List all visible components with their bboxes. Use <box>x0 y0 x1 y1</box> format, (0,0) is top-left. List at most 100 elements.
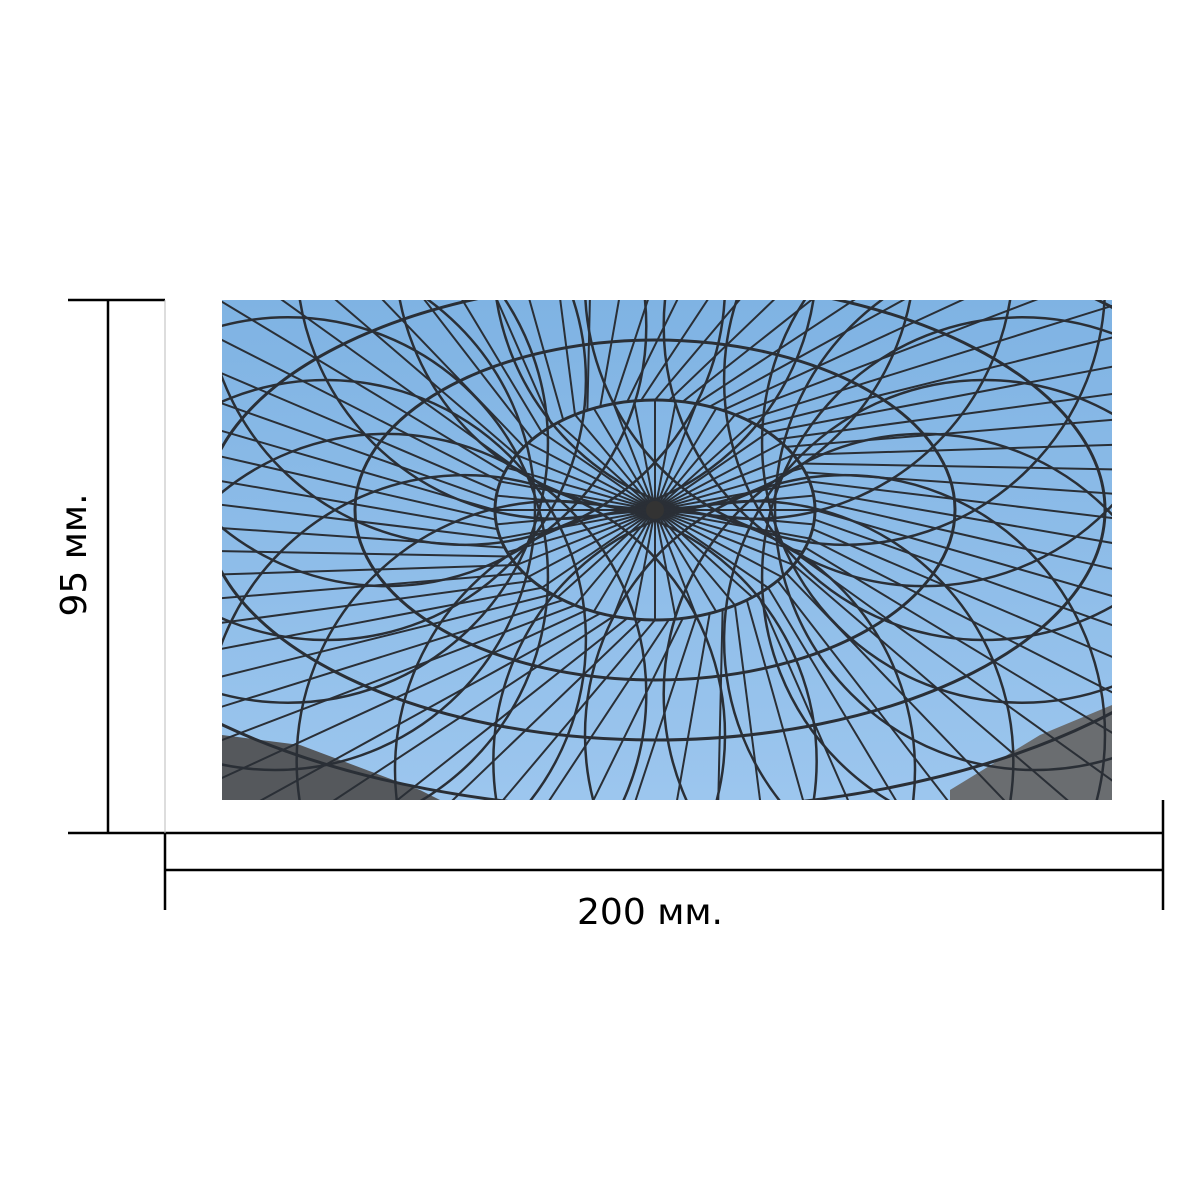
radial-beam <box>654 431 769 511</box>
outer-beam <box>722 300 965 412</box>
outer-beam <box>222 579 533 624</box>
arc-beam <box>222 300 537 772</box>
radial-beam <box>654 509 810 540</box>
outer-beam <box>634 615 698 800</box>
outer-beam <box>668 300 776 402</box>
outer-beam <box>259 612 601 800</box>
outer-beam <box>809 480 1112 520</box>
outer-beam <box>222 503 501 540</box>
arc-beam <box>584 300 1106 547</box>
outer-beam <box>222 550 511 558</box>
dimension-lines <box>68 298 1165 910</box>
outer-beam <box>809 537 1112 694</box>
radial-beam <box>654 509 794 566</box>
outer-beam <box>586 300 591 411</box>
lattice <box>222 300 1112 800</box>
outer-beam <box>777 392 1112 441</box>
outer-beam <box>528 300 565 421</box>
outer-beam <box>501 619 656 800</box>
outer-beam <box>793 443 1112 456</box>
outer-beam <box>222 338 501 483</box>
outer-beam <box>222 455 496 521</box>
radial-beam <box>654 442 783 511</box>
ring-beam <box>353 338 957 682</box>
outer-beam <box>496 300 554 427</box>
outer-beam <box>334 300 518 456</box>
outer-beam <box>451 618 642 800</box>
outer-beam <box>222 480 498 531</box>
outer-beam <box>812 489 1112 544</box>
dome-photo <box>222 300 1112 800</box>
outer-beam <box>799 462 1112 471</box>
radial-beam <box>654 403 698 511</box>
outer-beam <box>222 586 543 650</box>
arc-beam <box>222 316 550 800</box>
outer-beam <box>222 593 553 678</box>
outer-beam <box>776 580 949 800</box>
radial-beam <box>654 480 810 511</box>
radial-beam <box>592 509 656 613</box>
outer-beam <box>767 365 1112 434</box>
width-label: 200 мм. <box>577 892 723 933</box>
outer-beam <box>709 300 906 408</box>
outer-beam <box>332 615 615 800</box>
outer-beam <box>804 546 1112 734</box>
radial-beam <box>541 431 656 511</box>
outer-beam <box>395 617 628 800</box>
outer-beam <box>756 593 850 800</box>
outer-beam <box>222 564 517 576</box>
radial-beam <box>654 509 783 578</box>
roof-left <box>222 735 440 800</box>
outer-beam <box>548 619 670 800</box>
outer-beam <box>695 300 856 405</box>
radial-beam <box>527 442 656 511</box>
outer-beam <box>612 300 649 405</box>
outer-beam <box>676 613 711 800</box>
radial-beam <box>500 480 656 511</box>
outer-beam <box>757 336 1112 427</box>
outer-beam <box>745 599 805 800</box>
radial-beam <box>527 509 656 578</box>
outer-beam <box>814 499 1112 570</box>
arc-beam <box>773 300 1112 772</box>
outer-beam <box>805 471 1112 495</box>
outer-beam <box>222 572 525 600</box>
arc-beam <box>495 300 1012 521</box>
radial-beam <box>654 509 698 617</box>
radial-beam <box>592 407 656 511</box>
outer-beam <box>381 300 525 448</box>
arc-beam <box>760 316 1112 800</box>
radial-beam <box>612 403 656 511</box>
outer-beam <box>222 604 576 742</box>
radial-beam <box>500 509 656 540</box>
height-label: 95 мм. <box>54 493 95 616</box>
radial-beam <box>654 509 677 620</box>
outer-beam <box>222 599 564 708</box>
outer-beam <box>461 300 543 433</box>
radial-beam <box>654 509 769 589</box>
radial-beam <box>516 509 656 566</box>
radial-beam <box>541 509 656 589</box>
arc-beam <box>760 300 1112 704</box>
arc-beam <box>222 300 550 704</box>
radial-beam <box>654 454 794 511</box>
radial-beam <box>633 509 656 620</box>
outer-beam <box>280 300 511 465</box>
outer-beam <box>559 300 576 415</box>
outer-beam <box>746 304 1112 421</box>
radial-beam <box>612 509 656 617</box>
outer-beam <box>654 300 741 401</box>
outer-beam <box>767 587 897 800</box>
radial-beam <box>654 407 718 511</box>
radial-beam <box>516 454 656 511</box>
outer-beam <box>222 527 505 549</box>
outer-beam <box>222 429 496 511</box>
outer-beam <box>626 300 679 403</box>
outer-beam <box>640 300 709 401</box>
outer-beam <box>222 372 498 492</box>
radial-beam <box>654 400 677 511</box>
roof-right <box>950 705 1112 800</box>
outer-beam <box>682 300 813 403</box>
